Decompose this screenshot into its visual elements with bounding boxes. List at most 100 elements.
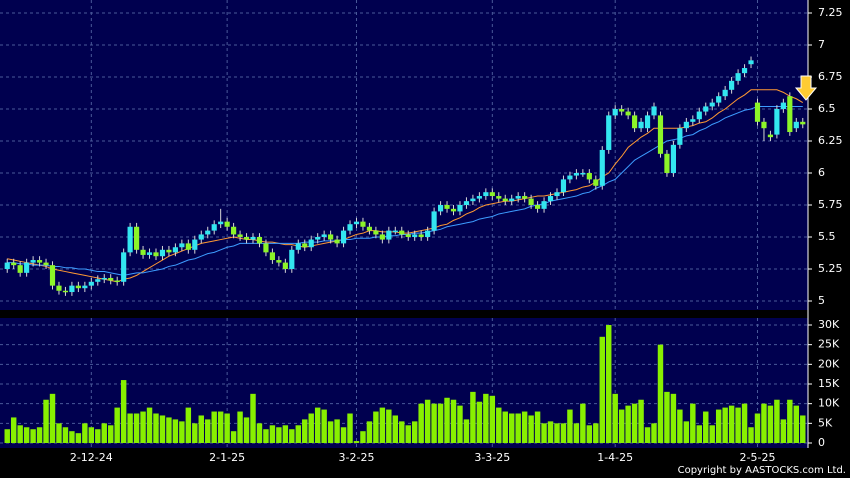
volume-bar — [457, 405, 463, 443]
candle-body — [243, 237, 250, 240]
volume-bar — [211, 411, 217, 443]
volume-bar — [295, 425, 301, 443]
candle-body — [101, 277, 107, 280]
volume-bar — [230, 431, 237, 443]
candle-body — [748, 60, 754, 65]
candle-body — [632, 115, 638, 129]
candle-body — [250, 237, 256, 240]
candle-body — [547, 196, 554, 202]
candle-body — [24, 262, 30, 273]
candle-body — [457, 205, 463, 212]
volume-bar — [411, 421, 418, 443]
volume-bar — [327, 421, 334, 443]
volume-bar — [140, 411, 146, 443]
candle-body — [800, 121, 806, 125]
x-tick-label: 2-1-25 — [209, 451, 245, 464]
candle-body — [308, 239, 314, 248]
volume-bar — [62, 427, 69, 443]
candle-body — [386, 230, 392, 240]
volume-bar — [366, 421, 373, 443]
volume-bar — [502, 411, 508, 443]
candle-body — [282, 262, 288, 269]
candle-body — [269, 252, 275, 261]
candle-body — [450, 208, 457, 212]
candle-body — [515, 196, 521, 199]
candle-body — [231, 226, 237, 235]
volume-bar — [418, 403, 424, 443]
candle-body — [612, 109, 618, 116]
x-tick-label: 1-4-25 — [597, 451, 633, 464]
y-tick-label: 5K — [818, 416, 833, 429]
x-tick-label: 2-5-25 — [740, 451, 776, 464]
candle-body — [716, 96, 722, 103]
candle-body — [509, 198, 515, 202]
volume-bar — [153, 413, 159, 443]
volume-bar — [715, 409, 722, 443]
candle-body — [651, 106, 657, 116]
volume-bar — [172, 419, 179, 443]
y-tick-label: 6.5 — [818, 102, 836, 115]
candle-body — [373, 230, 379, 235]
volume-bar — [709, 425, 715, 443]
candle-body — [638, 121, 644, 129]
volume-bar — [573, 423, 580, 443]
y-tick-label: 7 — [818, 38, 825, 51]
candle-body — [56, 285, 62, 291]
volume-bar — [683, 421, 690, 443]
candle-body — [677, 128, 683, 145]
candle-body — [185, 243, 191, 250]
volume-bar — [49, 393, 56, 443]
candle-body — [463, 201, 470, 205]
candle-body — [729, 80, 735, 90]
volume-bar — [547, 421, 554, 443]
volume-bar — [424, 399, 431, 443]
volume-bar — [314, 407, 321, 443]
volume-bar — [198, 415, 204, 443]
candle-body — [263, 243, 269, 253]
candle-body — [502, 198, 508, 202]
x-tick-label: 3-3-25 — [474, 451, 510, 464]
volume-bar — [593, 423, 599, 443]
candle-body — [476, 196, 482, 199]
moving-average-line — [7, 105, 803, 276]
volume-bar — [82, 423, 88, 443]
candle-body — [4, 262, 10, 269]
volume-bar — [205, 419, 211, 443]
volume-bar — [146, 407, 153, 443]
candle-body — [360, 221, 366, 227]
volume-bar — [696, 425, 702, 443]
candle-body — [619, 109, 625, 112]
volume-bar — [101, 423, 107, 443]
candle-body — [580, 173, 586, 175]
candle-body — [353, 221, 360, 225]
volume-bar — [69, 431, 75, 443]
candle-body — [179, 243, 185, 248]
y-tick-label: 10K — [818, 397, 840, 410]
candle-body — [399, 230, 405, 235]
volume-bar — [321, 409, 327, 443]
volume-bar — [185, 407, 192, 443]
candle-body — [560, 179, 567, 193]
volume-bar — [276, 427, 282, 443]
candle-body — [599, 149, 605, 186]
candle-body — [767, 134, 774, 138]
volume-bar — [748, 427, 754, 443]
volume-bar — [386, 409, 392, 443]
candle-body — [88, 281, 94, 286]
volume-bar — [677, 409, 683, 443]
volume-bar — [534, 411, 541, 443]
volume-bar — [269, 425, 276, 443]
candle-body — [392, 230, 398, 233]
volume-bar — [353, 441, 360, 443]
volume-bar — [88, 427, 95, 443]
volume-bar — [767, 405, 774, 443]
candle-body — [192, 239, 198, 250]
candle-body — [159, 249, 166, 257]
y-tick-label: 30K — [818, 318, 840, 331]
y-tick-label: 6.25 — [818, 134, 843, 147]
candle-body — [696, 111, 702, 120]
moving-average-line — [7, 89, 804, 283]
candle-body — [256, 237, 263, 244]
candle-body — [140, 249, 146, 255]
